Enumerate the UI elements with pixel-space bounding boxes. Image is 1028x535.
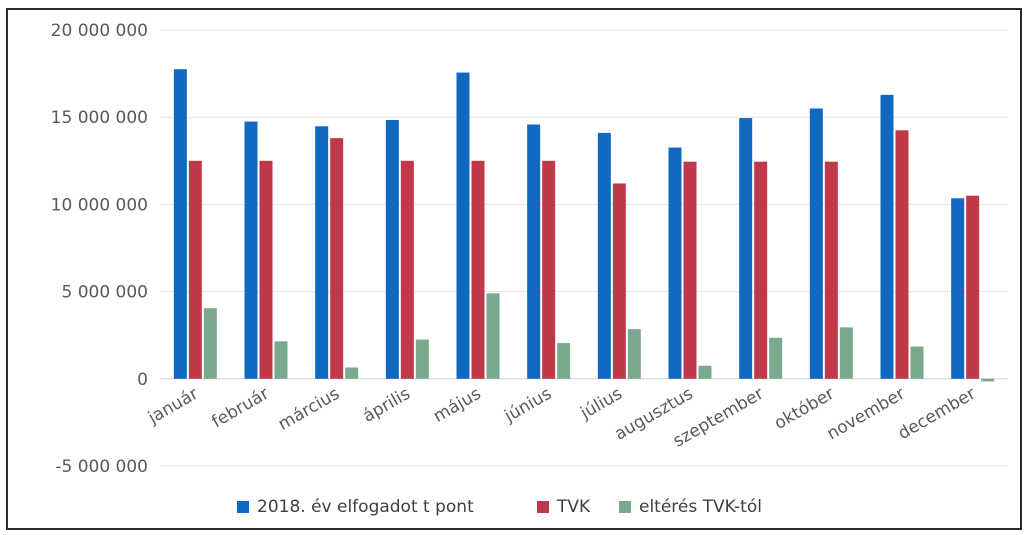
bar-tvk (966, 196, 979, 379)
bar-elteres-tvk-tol (275, 341, 288, 378)
bar-elteres-tvk-tol (911, 347, 924, 379)
y-tick-label: 5 000 000 (61, 283, 148, 303)
bar-tvk (189, 161, 202, 379)
bar-tvk (542, 161, 555, 379)
bar-elteres-tvk-tol (840, 327, 853, 378)
bar-elteres-tvk-tol (628, 329, 641, 379)
bar-tvk (825, 162, 838, 379)
bar-2018-elfogadott-pont (245, 122, 258, 379)
y-tick-label: -5 000 000 (55, 457, 148, 477)
legend-item-tvk-swatch (537, 501, 549, 513)
legend: 2018. év elfogadot t pont TVK eltérés TVK-… (237, 497, 762, 517)
legend-item-elteres-swatch (619, 501, 631, 513)
bar-elteres-tvk-tol (345, 367, 358, 378)
y-axis-tick-labels: 20 000 000 15 000 000 10 000 000 5 000 000 0… (51, 21, 148, 477)
y-tick-label: 10 000 000 (51, 195, 148, 215)
bar-tvk (330, 138, 343, 379)
bar-elteres-tvk-tol (557, 343, 570, 379)
bars (174, 69, 994, 381)
x-category-label: február (208, 384, 272, 433)
bar-elteres-tvk-tol (699, 366, 712, 379)
bar-elteres-tvk-tol (769, 338, 782, 379)
bar-elteres-tvk-tol (416, 340, 429, 379)
bar-2018-elfogadott-pont (315, 126, 328, 379)
bar-tvk (260, 161, 273, 379)
y-tick-label: 15 000 000 (51, 108, 148, 128)
legend-item-2018-label: 2018. év elfogadot t pont (257, 497, 474, 517)
y-tick-label: 20 000 000 (51, 21, 148, 41)
legend-item-tvk-label: TVK (556, 497, 591, 517)
bar-elteres-tvk-tol (204, 308, 217, 379)
x-category-label: május (430, 384, 485, 427)
legend-item-2018-swatch (237, 501, 249, 513)
x-category-label: december (895, 384, 979, 444)
legend-item-elteres-label: eltérés TVK-tól (639, 497, 762, 517)
bar-2018-elfogadott-pont (386, 120, 399, 379)
bar-2018-elfogadott-pont (598, 133, 611, 379)
bar-tvk (613, 183, 626, 378)
y-tick-label: 0 (137, 370, 148, 390)
bar-2018-elfogadott-pont (457, 73, 470, 379)
x-category-label: április (359, 384, 413, 427)
bar-elteres-tvk-tol (981, 379, 994, 382)
x-category-label: július (576, 384, 626, 424)
x-category-label: november (824, 384, 909, 445)
bar-elteres-tvk-tol (487, 293, 500, 378)
bar-tvk (684, 162, 697, 379)
bar-2018-elfogadott-pont (951, 198, 964, 379)
x-category-label: március (275, 384, 343, 435)
bar-2018-elfogadott-pont (669, 148, 682, 379)
bar-tvk (754, 162, 767, 379)
bar-2018-elfogadott-pont (174, 69, 187, 379)
x-category-label: január (144, 384, 202, 429)
bar-2018-elfogadott-pont (739, 118, 752, 379)
bar-tvk (401, 161, 414, 379)
bar-2018-elfogadott-pont (810, 108, 823, 378)
bar-2018-elfogadott-pont (527, 125, 540, 379)
bar-2018-elfogadott-pont (881, 95, 894, 379)
bar-tvk (472, 161, 485, 379)
x-axis-category-labels: január február március április május június jú… (144, 384, 979, 452)
bar-tvk (896, 130, 909, 379)
x-category-label: június (500, 384, 555, 427)
